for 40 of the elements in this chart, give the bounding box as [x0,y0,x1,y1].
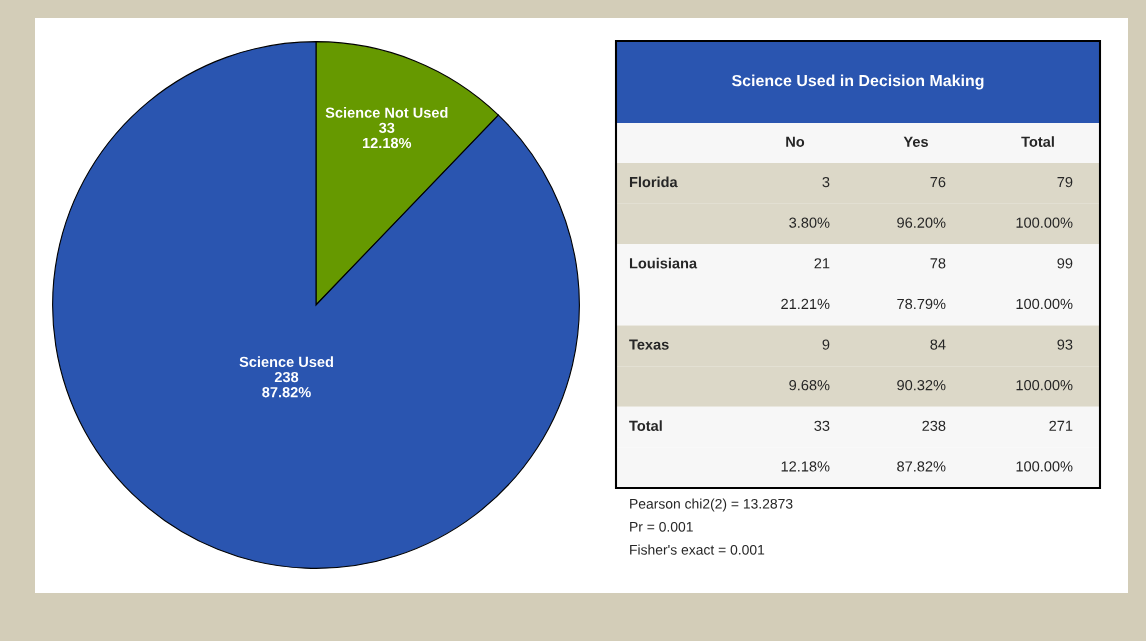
text: 79 [1057,176,1073,188]
text: 12.18% [781,461,830,472]
category-label: Yes [903,136,928,147]
text: 33 [814,420,830,431]
category-label: Total [1021,136,1054,147]
text: 76 [930,176,946,188]
text: 3 [822,176,830,188]
data-label: 33 12.18% [362,122,412,149]
category-label: Total [629,420,662,431]
category-label: Louisiana [629,257,698,269]
pie-slice [52,41,580,569]
text: 238 [922,420,946,431]
slice-label: Science Used [239,356,333,368]
text: 93 [1057,339,1073,350]
text: Pr = 0.001 [630,521,693,532]
text: Fisher's exact = 0.001 [630,544,765,555]
text: 271 [1049,420,1073,431]
text: 99 [1057,258,1073,269]
text: 100.00% [1016,380,1073,391]
text: 96.20% [897,217,946,228]
text: 100.00% [1016,217,1073,228]
text: 9.68% [789,380,830,391]
text: Science Used in Decision Making [731,74,984,90]
text: 3.80% [789,217,830,228]
category-label: Texas [629,339,669,350]
text: 21 [814,258,830,269]
text: 100.00% [1016,461,1073,472]
text: 78.79% [897,298,946,310]
text: Pearson chi2(2) = 13.2873 [630,498,793,512]
slice-label: Science Not Used [325,107,448,118]
text: 100.00% [1016,298,1073,310]
data-label: 238 87.82% [262,371,311,398]
text: 9 [822,339,830,350]
category-label: No [786,136,805,147]
text: 21.21% [781,298,830,310]
text: 87.82% [897,461,946,472]
category-label: Florida [629,176,678,188]
text: 84 [930,339,946,350]
text: 90.32% [897,380,946,391]
text: 78 [930,258,946,269]
